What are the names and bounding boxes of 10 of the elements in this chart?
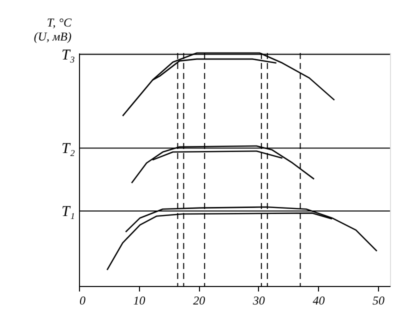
x-tick-label: 20 — [193, 294, 206, 308]
ref-line-label: T₂ — [61, 141, 75, 158]
x-tick-label: 30 — [252, 294, 265, 308]
x-tick-label: 40 — [312, 294, 325, 308]
y-axis-title: T, °C (U, мВ) — [34, 16, 72, 44]
x-tick-label: 0 — [80, 294, 86, 308]
x-tick-label: 10 — [133, 294, 146, 308]
x-tick-label: 50 — [372, 294, 385, 308]
ref-line-label: T₁ — [61, 204, 75, 220]
ref-line-label: T₃ — [61, 47, 75, 64]
